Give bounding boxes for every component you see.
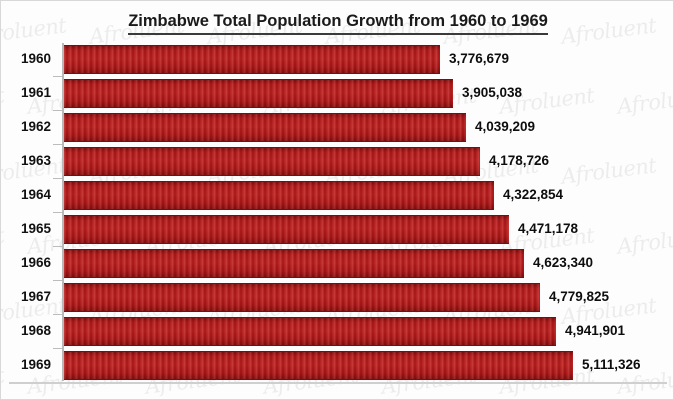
bar-1961 (64, 79, 453, 108)
bar-1963 (64, 147, 480, 176)
chart-row: 1962 4,039,209 (1, 111, 673, 145)
axis-tick (53, 144, 63, 145)
chart-row: 1960 3,776,679 (1, 43, 673, 77)
chart-title-text: Zimbabwe Total Population Growth from 19… (128, 12, 548, 35)
axis-tick (53, 212, 63, 213)
category-label-1960: 1960 (20, 51, 51, 66)
axis-tick (53, 178, 63, 179)
category-label-1966: 1966 (20, 255, 51, 270)
category-label-1965: 1965 (20, 221, 51, 236)
bar-1960 (64, 45, 440, 74)
bar-1968 (64, 317, 556, 346)
value-label-1968: 4,941,901 (565, 323, 626, 338)
category-label-1963: 1963 (20, 153, 51, 168)
bar-1969 (64, 351, 573, 380)
value-label-1962: 4,039,209 (475, 119, 536, 134)
chart-row: 1969 5,111,326 (1, 349, 673, 383)
category-label-1964: 1964 (20, 187, 51, 202)
chart-row: 1966 4,623,340 (1, 247, 673, 281)
chart-title: Zimbabwe Total Population Growth from 19… (1, 12, 673, 35)
category-label-1967: 1967 (20, 289, 51, 304)
axis-tick (53, 280, 63, 281)
plot-area: 1960 3,776,679 1961 3,905,038 1962 4,039,209 1… (1, 39, 673, 384)
value-label-1964: 4,322,854 (503, 187, 564, 202)
category-label-1961: 1961 (20, 85, 51, 100)
chart-row: 1963 4,178,726 (1, 145, 673, 179)
y-axis-line (62, 43, 64, 381)
value-label-1966: 4,623,340 (533, 255, 594, 270)
chart-row: 1964 4,322,854 (1, 179, 673, 213)
bar-1964 (64, 181, 494, 210)
value-label-1960: 3,776,679 (449, 51, 510, 66)
category-label-1962: 1962 (20, 119, 51, 134)
value-label-1965: 4,471,178 (518, 221, 579, 236)
axis-tick (53, 110, 63, 111)
category-label-1969: 1969 (20, 357, 51, 372)
chart-row: 1967 4,779,825 (1, 281, 673, 315)
axis-tick (53, 348, 63, 349)
bar-1966 (64, 249, 524, 278)
axis-tick (53, 314, 63, 315)
axis-tick (53, 246, 63, 247)
chart-row: 1961 3,905,038 (1, 77, 673, 111)
bar-1962 (64, 113, 466, 142)
chart-row: 1965 4,471,178 (1, 213, 673, 247)
bar-1967 (64, 283, 540, 312)
chart-row: 1968 4,941,901 (1, 315, 673, 349)
value-label-1967: 4,779,825 (549, 289, 610, 304)
value-label-1969: 5,111,326 (582, 357, 641, 372)
value-label-1963: 4,178,726 (489, 153, 550, 168)
value-label-1961: 3,905,038 (462, 85, 523, 100)
category-label-1968: 1968 (20, 323, 51, 338)
bar-1965 (64, 215, 509, 244)
axis-tick (53, 76, 63, 77)
plot-bottom-border (9, 382, 667, 384)
